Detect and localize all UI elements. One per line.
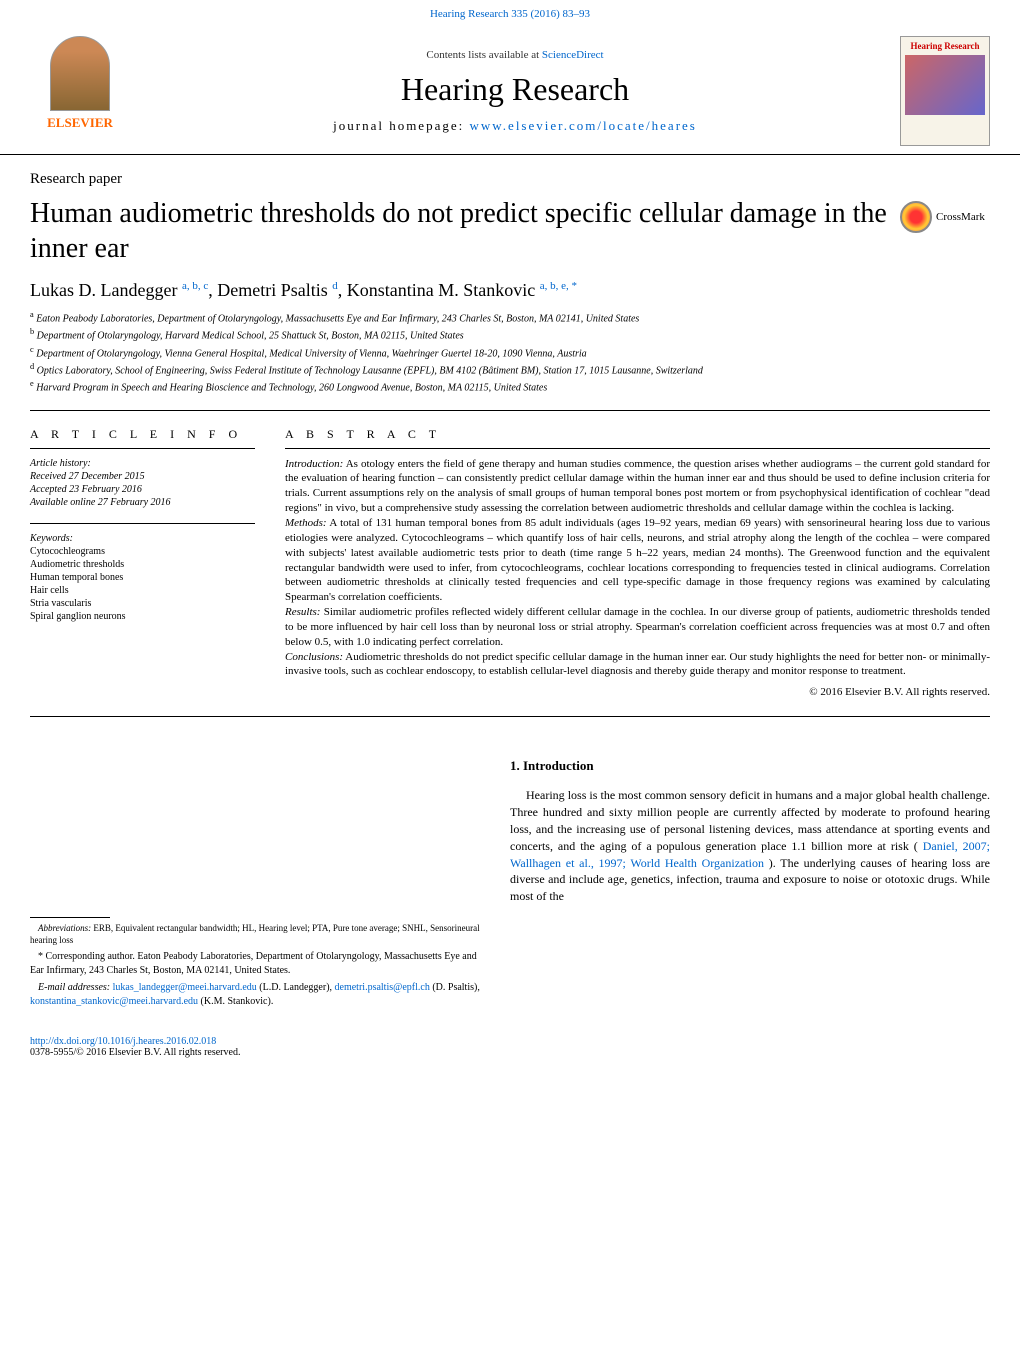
keyword-item: Cytocochleograms bbox=[30, 546, 105, 557]
affiliations: a Eaton Peabody Laboratories, Department… bbox=[0, 307, 1020, 406]
keyword-item: Spiral ganglion neurons bbox=[30, 611, 126, 622]
doi-block: http://dx.doi.org/10.1016/j.heares.2016.… bbox=[0, 1032, 1020, 1074]
abstract-heading: A B S T R A C T bbox=[285, 427, 990, 442]
introduction-heading: 1. Introduction bbox=[510, 757, 990, 775]
doi-link[interactable]: http://dx.doi.org/10.1016/j.heares.2016.… bbox=[30, 1036, 216, 1047]
abstract-body: Introduction: As otology enters the fiel… bbox=[285, 457, 990, 701]
divider bbox=[30, 410, 990, 411]
email-who: (D. Psaltis), bbox=[430, 982, 480, 993]
affiliation-line: b Department of Otolaryngology, Harvard … bbox=[30, 326, 990, 343]
author-name: Lukas D. Landegger bbox=[30, 280, 182, 300]
email-link[interactable]: lukas_landegger@meei.harvard.edu bbox=[113, 982, 257, 993]
email-addresses: E-mail addresses: lukas_landegger@meei.h… bbox=[30, 981, 480, 1008]
journal-cover-thumbnail: Hearing Research bbox=[900, 36, 990, 146]
email-link[interactable]: demetri.psaltis@epfl.ch bbox=[335, 982, 430, 993]
footnote-rule bbox=[30, 917, 110, 918]
title-row: Human audiometric thresholds do not pred… bbox=[0, 192, 1020, 270]
homepage-prefix: journal homepage: bbox=[333, 118, 469, 133]
article-info-heading: A R T I C L E I N F O bbox=[30, 427, 255, 442]
citation-bar: Hearing Research 335 (2016) 83–93 bbox=[0, 0, 1020, 28]
elsevier-tree-icon bbox=[50, 36, 110, 111]
introduction-paragraph: Hearing loss is the most common sensory … bbox=[510, 787, 990, 905]
email-link[interactable]: konstantina_stankovic@meei.harvard.edu bbox=[30, 996, 198, 1007]
keyword-item: Audiometric thresholds bbox=[30, 559, 124, 570]
contents-prefix: Contents lists available at bbox=[426, 49, 541, 61]
affiliation-line: d Optics Laboratory, School of Engineeri… bbox=[30, 361, 990, 378]
keyword-item: Human temporal bones bbox=[30, 572, 123, 583]
crossmark-badge[interactable]: CrossMark bbox=[900, 196, 990, 238]
divider-bottom bbox=[30, 716, 990, 717]
introduction-column: 1. Introduction Hearing loss is the most… bbox=[510, 757, 990, 1012]
abs-results-label: Results: bbox=[285, 606, 320, 618]
footnotes-column: Abbreviations: ERB, Equivalent rectangul… bbox=[30, 757, 480, 1012]
crossmark-label: CrossMark bbox=[936, 211, 985, 223]
footnotes: Abbreviations: ERB, Equivalent rectangul… bbox=[30, 917, 480, 1008]
keywords-list: Cytocochleograms Audiometric thresholds Hu… bbox=[30, 546, 126, 622]
abbrev-text: ERB, Equivalent rectangular bandwidth; H… bbox=[30, 923, 480, 945]
contents-line: Contents lists available at ScienceDirec… bbox=[130, 49, 900, 61]
history-received: Received 27 December 2015 bbox=[30, 471, 145, 482]
history-label: Article history: bbox=[30, 458, 91, 469]
article-info-column: A R T I C L E I N F O Article history: R… bbox=[30, 427, 255, 701]
article-history: Article history: Received 27 December 20… bbox=[30, 457, 255, 509]
affiliation-line: e Harvard Program in Speech and Hearing … bbox=[30, 378, 990, 395]
publisher-logo: ELSEVIER bbox=[30, 36, 130, 146]
publisher-name: ELSEVIER bbox=[47, 115, 113, 131]
affiliation-line: c Department of Otolaryngology, Vienna G… bbox=[30, 344, 990, 361]
cover-graphic-icon bbox=[905, 55, 985, 115]
abs-methods-label: Methods: bbox=[285, 517, 327, 529]
corresponding-author: * Corresponding author. Eaton Peabody La… bbox=[30, 950, 480, 977]
journal-title: Hearing Research bbox=[130, 71, 900, 108]
kw-rule bbox=[30, 523, 255, 524]
abstract-column: A B S T R A C T Introduction: As otology… bbox=[285, 427, 990, 701]
email-who: (L.D. Landegger), bbox=[257, 982, 335, 993]
abs-results-text: Similar audiometric profiles reflected w… bbox=[285, 606, 990, 648]
sciencedirect-link[interactable]: ScienceDirect bbox=[542, 49, 604, 61]
author-affil-sup: a, b, e, * bbox=[540, 280, 577, 292]
history-accepted: Accepted 23 February 2016 bbox=[30, 484, 142, 495]
author-name: , Demetri Psaltis bbox=[208, 280, 332, 300]
author-name: , Konstantina M. Stankovic bbox=[338, 280, 540, 300]
homepage-link[interactable]: www.elsevier.com/locate/heares bbox=[469, 118, 696, 133]
abs-intro-label: Introduction: bbox=[285, 458, 343, 470]
keyword-item: Hair cells bbox=[30, 585, 69, 596]
authors-line: Lukas D. Landegger a, b, c, Demetri Psal… bbox=[0, 270, 1020, 307]
crossmark-icon bbox=[900, 201, 932, 233]
email-who: (K.M. Stankovic). bbox=[198, 996, 273, 1007]
email-label: E-mail addresses: bbox=[38, 982, 113, 993]
issn-copyright: 0378-5955/© 2016 Elsevier B.V. All right… bbox=[30, 1047, 240, 1058]
intro-text-1: Hearing loss is the most common sensory … bbox=[510, 788, 990, 852]
corresp-text: Corresponding author. Eaton Peabody Labo… bbox=[30, 951, 477, 976]
article-title: Human audiometric thresholds do not pred… bbox=[30, 196, 888, 266]
info-abstract-row: A R T I C L E I N F O Article history: R… bbox=[0, 415, 1020, 713]
journal-header: ELSEVIER Contents lists available at Sci… bbox=[0, 28, 1020, 155]
affiliation-line: a Eaton Peabody Laboratories, Department… bbox=[30, 309, 990, 326]
copyright-line: © 2016 Elsevier B.V. All rights reserved… bbox=[285, 685, 990, 700]
homepage-line: journal homepage: www.elsevier.com/locat… bbox=[130, 118, 900, 134]
article-type: Research paper bbox=[0, 155, 1020, 192]
info-rule bbox=[30, 448, 255, 449]
abbreviations: Abbreviations: ERB, Equivalent rectangul… bbox=[30, 922, 480, 946]
citation-link[interactable]: Hearing Research 335 (2016) 83–93 bbox=[430, 8, 590, 20]
cover-label: Hearing Research bbox=[905, 41, 985, 51]
body-columns: Abbreviations: ERB, Equivalent rectangul… bbox=[0, 737, 1020, 1032]
journal-center-block: Contents lists available at ScienceDirec… bbox=[130, 49, 900, 134]
abs-conclusions-text: Audiometric thresholds do not predict sp… bbox=[285, 651, 990, 678]
corresp-marker: * bbox=[38, 951, 43, 962]
keyword-item: Stria vascularis bbox=[30, 598, 91, 609]
history-online: Available online 27 February 2016 bbox=[30, 497, 171, 508]
abbrev-label: Abbreviations: bbox=[38, 923, 91, 933]
abs-intro-text: As otology enters the field of gene ther… bbox=[285, 458, 990, 515]
abstract-rule bbox=[285, 448, 990, 449]
abs-conclusions-label: Conclusions: bbox=[285, 651, 343, 663]
keywords-label: Keywords: bbox=[30, 533, 73, 544]
abs-methods-text: A total of 131 human temporal bones from… bbox=[285, 517, 990, 603]
keywords-block: Keywords: Cytocochleograms Audiometric th… bbox=[30, 532, 255, 623]
author-affil-sup: a, b, c bbox=[182, 280, 208, 292]
